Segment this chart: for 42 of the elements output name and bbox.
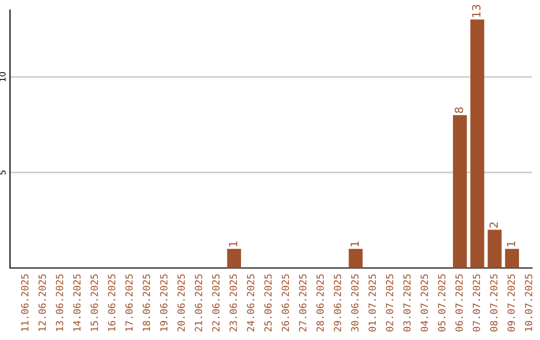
data-label: 2: [489, 222, 498, 228]
x-tick-label: 27.06.2025: [299, 274, 306, 332]
x-tick-label: 13.06.2025: [56, 274, 64, 331]
x-tick-label: 18.06.2025: [142, 274, 150, 331]
x-tick-label: 06.07.2025: [455, 274, 463, 332]
x-tick-label: 11.06.2025: [21, 274, 28, 331]
x-tick-label: 28.06.2025: [316, 274, 324, 332]
x-tick-label: 08.07.2025: [490, 274, 498, 332]
x-tick-label: 03.07.2025: [403, 274, 411, 332]
x-tick-label: 21.06.2025: [194, 274, 202, 332]
x-tick-label: 05.07.2025: [438, 274, 446, 332]
x-tick-label: 15.06.2025: [90, 274, 98, 331]
bar: [452, 115, 467, 268]
x-tick-label: 29.06.2025: [334, 274, 342, 332]
x-tick-label: 22.06.2025: [212, 274, 220, 332]
data-label: 8: [454, 107, 464, 113]
x-tick-label: 23.06.2025: [230, 274, 237, 332]
bar: [227, 248, 242, 268]
bar: [470, 20, 484, 268]
x-tick-label: 04.07.2025: [420, 274, 428, 332]
x-tick-label: 26.06.2025: [282, 274, 290, 332]
x-tick-label: 07.07.2025: [472, 274, 480, 332]
x-tick-label: 17.06.2025: [125, 274, 133, 331]
x-tick-label: 12.06.2025: [38, 274, 46, 331]
x-tick-label: 14.06.2025: [73, 274, 81, 331]
x-tick-label: 25.06.2025: [264, 274, 272, 332]
x-tick-label: 30.06.2025: [351, 274, 359, 332]
x-tick-label: 09.07.2025: [508, 274, 515, 332]
data-label: 13: [472, 4, 481, 17]
x-tick-label: 02.07.2025: [386, 274, 394, 332]
x-tick-label: 19.06.2025: [160, 274, 168, 331]
x-tick-label: 24.06.2025: [246, 274, 254, 332]
bar: [348, 248, 363, 268]
bar: [505, 248, 519, 268]
data-label: 1: [506, 241, 516, 246]
x-tick-label: 10.07.2025: [524, 274, 532, 331]
bar: [488, 230, 502, 268]
x-tick-label: 16.06.2025: [108, 274, 116, 331]
data-label: 1: [229, 241, 238, 246]
data-label: 1: [350, 241, 359, 246]
x-tick-label: 20.06.2025: [177, 274, 185, 332]
x-tick-label: 01.07.2025: [368, 274, 376, 332]
